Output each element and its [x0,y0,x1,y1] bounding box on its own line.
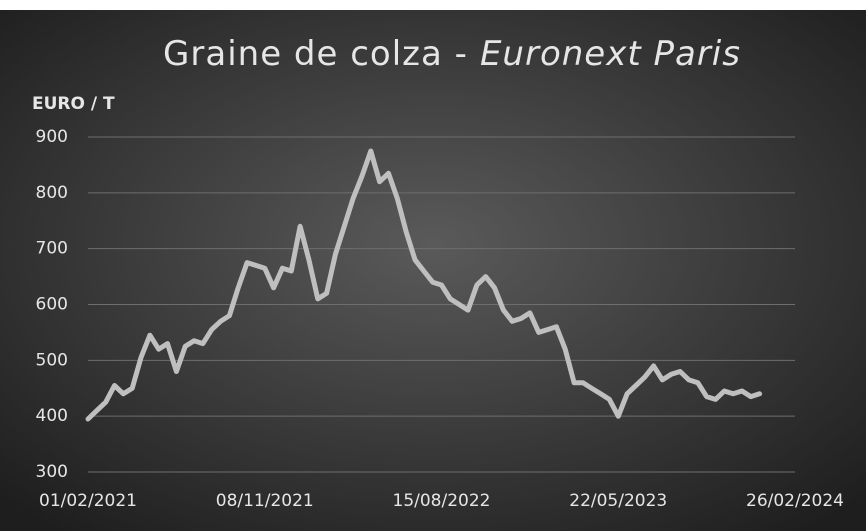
price-line [85,148,763,422]
x-tick-label: 15/08/2022 [393,491,491,511]
y-tick-label: 300 [36,462,68,482]
y-tick-label: 800 [36,183,68,203]
x-tick-label: 22/05/2023 [569,491,667,511]
y-tick-label: 400 [36,406,68,426]
subtitle: Euronext Paris [480,34,741,74]
background [0,10,866,531]
x-tick-label: 26/02/2024 [746,491,844,511]
y-tick-label: 900 [36,127,68,147]
y-tick-label: 700 [36,239,68,259]
x-tick-label: 01/02/2021 [39,491,137,511]
y-axis-label: EURO / T [32,94,115,114]
title: Graine de colza - [163,34,468,74]
x-tick-label: 08/11/2021 [216,491,314,511]
y-tick-label: 500 [36,350,68,370]
y-tick-label: 600 [36,295,68,315]
chart-title: Graine de colza - Euronext Paris [163,34,741,74]
